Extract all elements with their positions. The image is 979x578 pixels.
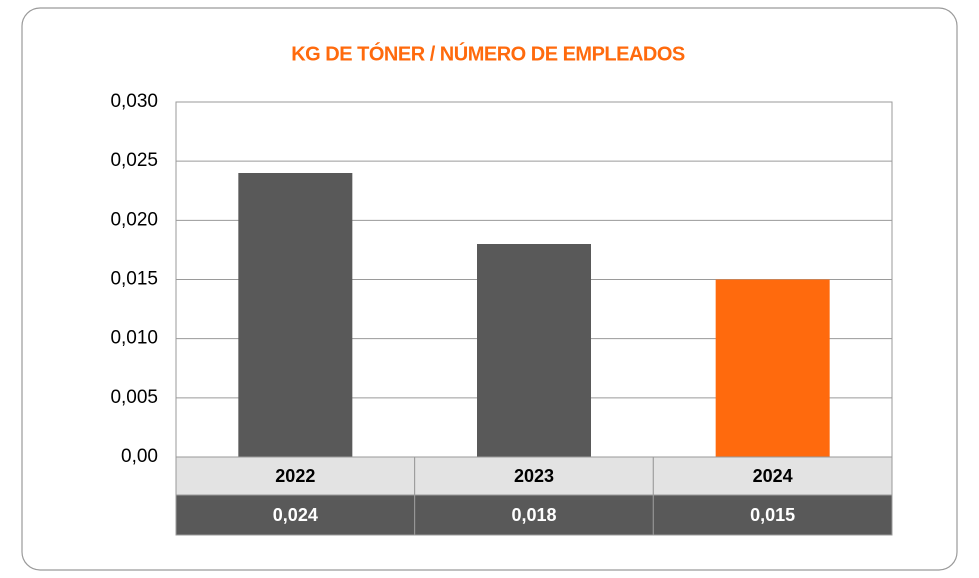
y-tick-label: 0,00 xyxy=(121,446,158,467)
y-tick-label: 0,025 xyxy=(110,150,158,171)
x-tick-label: 2023 xyxy=(514,466,554,486)
y-tick-label: 0,010 xyxy=(110,328,158,349)
table-category-cell xyxy=(414,456,654,496)
value-label: 0,015 xyxy=(750,505,795,525)
value-label: 0,018 xyxy=(511,505,556,525)
table-category-cell xyxy=(652,456,893,496)
table-value-cell xyxy=(175,494,416,536)
x-tick-label: 2022 xyxy=(275,466,315,486)
y-tick-label: 0,020 xyxy=(110,209,158,230)
y-tick-label: 0,015 xyxy=(110,269,158,290)
bar xyxy=(477,244,591,457)
y-tick-label: 0,005 xyxy=(110,387,158,408)
y-tick-label: 0,030 xyxy=(110,91,158,112)
chart-title: KG DE TÓNER / NÚMERO DE EMPLEADOS xyxy=(291,41,685,65)
bar xyxy=(238,173,353,457)
value-label: 0,024 xyxy=(273,505,318,525)
table-category-cell xyxy=(175,456,416,496)
table-value-cell xyxy=(652,494,893,536)
bar xyxy=(715,279,830,457)
table-value-cell xyxy=(414,494,654,536)
x-tick-label: 2024 xyxy=(753,466,793,486)
